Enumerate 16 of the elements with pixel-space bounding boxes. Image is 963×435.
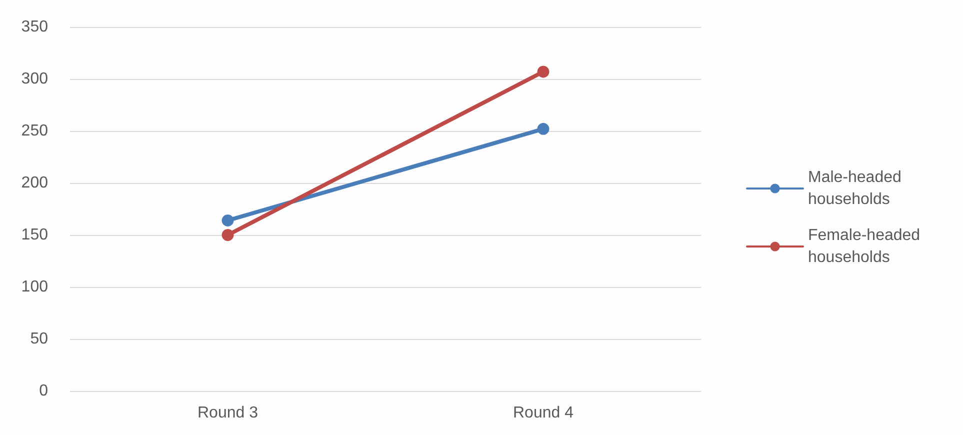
y-tick-label: 150 <box>21 226 48 244</box>
legend-label: Female-headed households <box>808 227 925 266</box>
y-tick-label: 350 <box>21 18 48 36</box>
y-tick-label: 200 <box>21 174 48 192</box>
legend-label: Male-headed households <box>808 169 906 208</box>
y-tick-label: 100 <box>21 278 48 296</box>
point <box>222 229 234 241</box>
y-tick-label: 300 <box>21 70 48 88</box>
y-tick-label: 250 <box>21 122 48 140</box>
x-tick-label: Round 4 <box>513 404 574 422</box>
y-tick-label: 50 <box>30 330 48 348</box>
y-tick-label: 0 <box>39 382 48 400</box>
x-tick-label: Round 3 <box>198 404 258 422</box>
point <box>222 214 234 226</box>
point <box>537 122 550 135</box>
point <box>537 66 550 78</box>
